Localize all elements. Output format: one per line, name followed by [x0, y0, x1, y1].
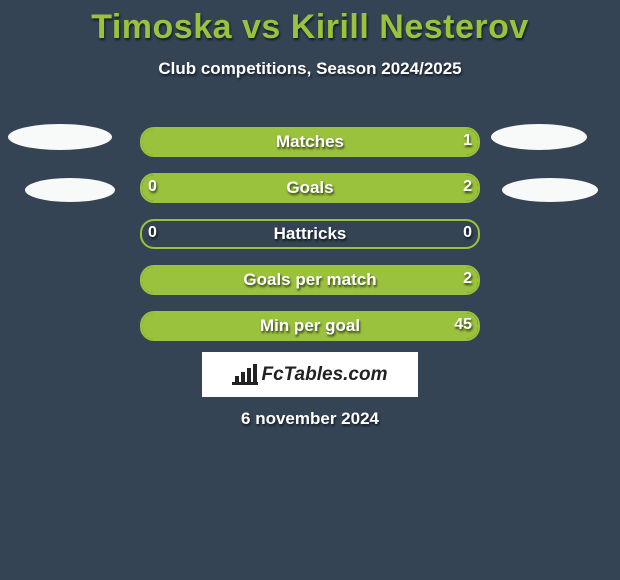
page-title: Timoska vs Kirill Nesterov	[0, 0, 620, 47]
footer-date: 6 november 2024	[0, 409, 620, 429]
stat-value-right: 2	[463, 173, 472, 203]
logo-text: FcTables.com	[261, 364, 387, 386]
stat-value-left: 0	[148, 219, 157, 249]
bar-chart-icon	[232, 364, 258, 385]
stat-row: Min per goal 45	[0, 303, 620, 349]
stat-label: Hattricks	[142, 219, 478, 245]
stat-row: Hattricks 0 0	[0, 211, 620, 257]
stat-label: Matches	[142, 127, 478, 153]
stat-value-right: 2	[463, 265, 472, 295]
stat-bar: Hattricks	[140, 219, 480, 249]
source-logo: FcTables.com	[202, 352, 418, 397]
comparison-infographic: Timoska vs Kirill Nesterov Club competit…	[0, 0, 620, 580]
stat-bar: Goals per match	[140, 265, 480, 295]
stat-row: Goals per match 2	[0, 257, 620, 303]
stat-bar: Matches	[140, 127, 480, 157]
stat-row: Matches 1	[0, 119, 620, 165]
stat-value-right: 0	[463, 219, 472, 249]
stat-value-right: 45	[454, 311, 472, 341]
stat-label: Min per goal	[142, 311, 478, 337]
page-subtitle: Club competitions, Season 2024/2025	[0, 47, 620, 79]
stat-row: Goals 0 2	[0, 165, 620, 211]
stat-label: Goals per match	[142, 265, 478, 291]
stat-label: Goals	[142, 173, 478, 199]
stat-bar: Goals	[140, 173, 480, 203]
stats-rows: Matches 1 Goals 0 2 Hattricks 0 0 Goa	[0, 119, 620, 349]
stat-value-right: 1	[463, 127, 472, 157]
logo-content: FcTables.com	[232, 364, 387, 386]
stat-bar: Min per goal	[140, 311, 480, 341]
stat-value-left: 0	[148, 173, 157, 203]
